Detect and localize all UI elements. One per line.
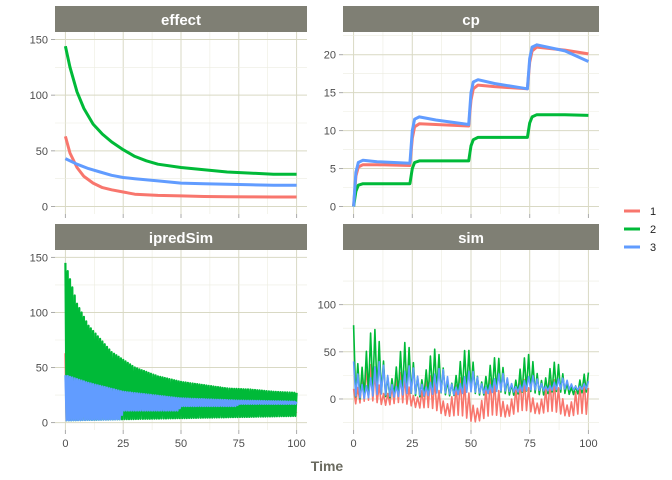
x-tick-label: 0 [351, 438, 357, 450]
x-axis-title: Time [311, 458, 344, 474]
y-tick-label: 150 [30, 252, 48, 264]
y-tick-label: 50 [36, 146, 48, 158]
panel-title: ipredSim [149, 230, 213, 247]
legend: 1 2 3 [624, 206, 656, 254]
y-tick-label: 50 [324, 347, 336, 359]
y-tick-label: 5 [330, 164, 336, 176]
y-tick-label: 100 [30, 307, 48, 319]
x-tick-label: 75 [233, 438, 245, 450]
panel-strip [55, 6, 307, 32]
panel-effect: effect 0 50 100 150 [30, 6, 307, 218]
y-tick-label: 0 [330, 394, 336, 406]
series-line-3 [64, 374, 298, 422]
series-line-2 [352, 113, 589, 207]
y-tick-label: 100 [30, 90, 48, 102]
legend-label-1: 1 [650, 206, 656, 218]
panel-sim: sim 0 25 50 75 100 0 50 100 [318, 224, 599, 450]
y-tick-label: 10 [324, 126, 336, 138]
panel-title: sim [458, 230, 484, 247]
panel-ipredSim: ipredSim 0 25 50 75 100 0 50 100 150 [30, 224, 307, 450]
x-tick-label: 100 [579, 438, 597, 450]
panel-strip [55, 224, 307, 250]
y-tick-label: 0 [330, 201, 336, 213]
series-line-3 [352, 360, 590, 400]
y-tick-label: 100 [318, 300, 336, 312]
panel-strip [343, 224, 599, 250]
series-line-3 [352, 43, 590, 207]
panel-title: effect [161, 12, 201, 29]
series-line-3 [64, 157, 297, 187]
y-tick-label: 50 [36, 363, 48, 375]
series-line-2 [63, 45, 297, 176]
series-line-1 [63, 136, 297, 199]
y-tick-label: 20 [324, 50, 336, 62]
legend-label-2: 2 [650, 224, 656, 236]
y-tick-label: 0 [42, 418, 48, 430]
x-tick-label: 25 [117, 438, 129, 450]
x-tick-label: 50 [465, 438, 477, 450]
x-tick-label: 50 [175, 438, 187, 450]
y-tick-label: 150 [30, 35, 48, 47]
x-tick-label: 100 [287, 438, 305, 450]
panel-title: cp [462, 12, 480, 29]
x-tick-label: 0 [62, 438, 68, 450]
panel-strip [343, 6, 599, 32]
x-tick-label: 75 [524, 438, 536, 450]
y-tick-label: 0 [42, 201, 48, 213]
y-tick-label: 15 [324, 88, 336, 100]
x-tick-label: 25 [406, 438, 418, 450]
panel-cp: cp 0 5 10 15 20 [324, 6, 599, 218]
legend-label-3: 3 [650, 242, 656, 254]
